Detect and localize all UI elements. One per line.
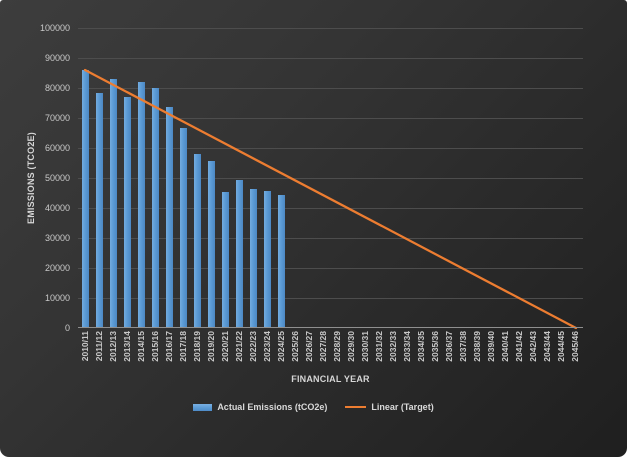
gridline-40000 bbox=[78, 208, 583, 209]
x-tick-label: 2026/27 bbox=[303, 331, 314, 362]
y-tick-label: 30000 bbox=[44, 233, 70, 243]
gridline-10000 bbox=[78, 298, 583, 299]
x-tick-label: 2029/30 bbox=[346, 331, 357, 362]
gridline-30000 bbox=[78, 238, 583, 239]
bar-2019/20 bbox=[207, 161, 215, 328]
legend-label: Actual Emissions (tCO2e) bbox=[217, 402, 328, 412]
y-tick-label: 100000 bbox=[39, 23, 70, 33]
plot-area bbox=[78, 28, 583, 330]
bar-2023/24 bbox=[263, 190, 271, 328]
x-tick-label: 2018/19 bbox=[191, 331, 202, 362]
bar-2021/22 bbox=[235, 180, 243, 328]
x-tick-label: 2044/45 bbox=[556, 331, 567, 362]
gridline-70000 bbox=[78, 118, 583, 119]
gridline-100000 bbox=[78, 28, 583, 29]
y-tick-label: 20000 bbox=[44, 263, 70, 273]
x-tick-label: 2011/12 bbox=[93, 331, 104, 362]
x-tick-label: 2038/39 bbox=[472, 331, 483, 362]
bar-2016/17 bbox=[165, 106, 173, 328]
bar-series-swatch-icon bbox=[193, 403, 213, 411]
x-tick-label: 2020/21 bbox=[219, 331, 230, 362]
bar-2017/18 bbox=[179, 127, 187, 328]
x-tick-label: 2014/15 bbox=[135, 331, 146, 362]
y-tick-label: 90000 bbox=[44, 53, 70, 63]
x-tick-label: 2017/18 bbox=[177, 331, 188, 362]
x-tick-label: 2040/41 bbox=[500, 331, 511, 362]
bar-2018/19 bbox=[193, 154, 201, 328]
x-tick-label: 2019/20 bbox=[205, 331, 216, 362]
x-tick-label: 2045/46 bbox=[570, 331, 581, 362]
target-trendline bbox=[83, 68, 578, 330]
bar-2020/21 bbox=[221, 192, 229, 328]
bar-2022/23 bbox=[249, 188, 257, 328]
x-tick-label: 2036/37 bbox=[444, 331, 455, 362]
legend-label: Linear (Target) bbox=[371, 402, 434, 412]
x-tick-label: 2027/28 bbox=[317, 331, 328, 362]
x-tick-label: 2031/32 bbox=[374, 331, 385, 362]
y-tick-label: 40000 bbox=[44, 203, 70, 213]
bar-2012/13 bbox=[109, 79, 117, 328]
gridline-60000 bbox=[78, 148, 583, 149]
gridline-20000 bbox=[78, 268, 583, 269]
y-tick-label: 70000 bbox=[44, 113, 70, 123]
legend-item-actual-emissions: Actual Emissions (tCO2e) bbox=[193, 402, 327, 412]
x-tick-label: 2010/11 bbox=[79, 331, 90, 362]
x-tick-label: 2022/23 bbox=[247, 331, 258, 362]
x-tick-label: 2039/40 bbox=[486, 331, 497, 362]
x-tick-label: 2023/24 bbox=[261, 331, 272, 362]
x-tick-label: 2043/44 bbox=[542, 331, 553, 362]
bar-2013/14 bbox=[123, 96, 131, 328]
x-tick-label: 2035/36 bbox=[430, 331, 441, 362]
y-tick-label: 80000 bbox=[44, 83, 70, 93]
x-tick-label: 2037/38 bbox=[458, 331, 469, 362]
y-tick-label: 10000 bbox=[44, 293, 70, 303]
gridline-90000 bbox=[78, 58, 583, 59]
bar-2015/16 bbox=[151, 88, 159, 328]
y-axis-title: EMISSIONS (TCO2E) bbox=[26, 132, 36, 224]
x-tick-label: 2030/31 bbox=[360, 331, 371, 362]
x-axis-title: FINANCIAL YEAR bbox=[291, 374, 370, 384]
x-tick-label: 2016/17 bbox=[163, 331, 174, 362]
x-tick-label: 2021/22 bbox=[233, 331, 244, 362]
x-tick-label: 2025/26 bbox=[289, 331, 300, 362]
y-tick-label: 0 bbox=[64, 323, 70, 333]
x-tick-label: 2042/43 bbox=[528, 331, 539, 362]
gridline-50000 bbox=[78, 178, 583, 179]
x-tick-label: 2024/25 bbox=[275, 331, 286, 362]
gridline-80000 bbox=[78, 88, 583, 89]
bar-2011/12 bbox=[95, 92, 103, 328]
x-tick-label: 2034/35 bbox=[416, 331, 427, 362]
x-axis-line bbox=[78, 327, 583, 328]
line-series-swatch-icon bbox=[345, 405, 367, 409]
bar-2024/25 bbox=[277, 194, 285, 328]
x-tick-label: 2033/34 bbox=[402, 331, 413, 362]
x-tick-label: 2012/13 bbox=[107, 331, 118, 362]
y-tick-label: 50000 bbox=[44, 173, 70, 183]
legend: Actual Emissions (tCO2e) Linear (Target) bbox=[0, 402, 627, 412]
legend-item-linear-target: Linear (Target) bbox=[345, 402, 434, 412]
y-tick-label: 60000 bbox=[44, 143, 70, 153]
bar-2014/15 bbox=[137, 82, 145, 328]
x-tick-label: 2032/33 bbox=[388, 331, 399, 362]
x-tick-label: 2013/14 bbox=[121, 331, 132, 362]
x-tick-label: 2041/42 bbox=[514, 331, 525, 362]
bar-2010/11 bbox=[81, 70, 89, 328]
x-tick-label: 2028/29 bbox=[332, 331, 342, 362]
x-tick-label: 2015/16 bbox=[149, 331, 160, 362]
